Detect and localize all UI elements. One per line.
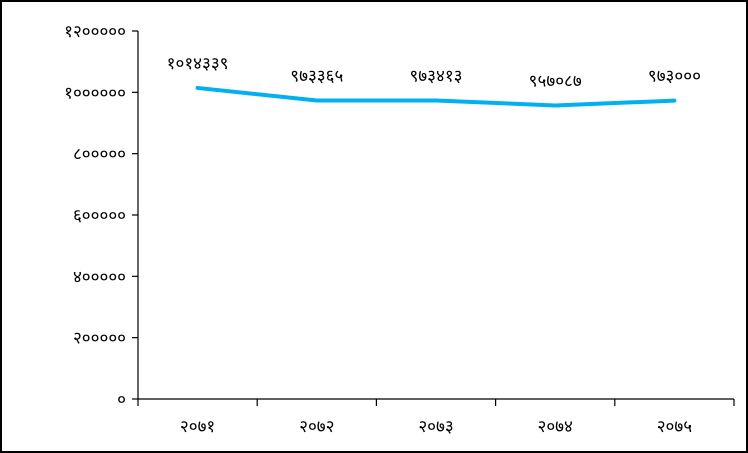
data-label: ९७३३६५ [290,67,343,87]
data-label: ९७३४१३ [409,66,462,86]
data-labels: १०१४३३९ ९७३३६५ ९७३४१३ ९५७०८७ ९७३००० [167,54,701,92]
x-tick-label: २०७३ [418,417,453,437]
y-axis-ticks: ० २००००० ४००००० ६००००० ८००००० १०००००० १२००००० [64,22,138,410]
series-line [195,85,677,108]
x-tick-label: २०७४ [538,417,573,437]
x-tick-label: २०७५ [657,417,692,437]
data-label: १०१४३३९ [167,54,229,74]
y-tick-label: ६००००० [73,206,126,226]
y-tick-label: ४००००० [73,267,126,287]
y-tick-label: ० [117,390,126,410]
data-label: ९५७०८७ [529,71,582,91]
data-label: ९७३००० [648,67,701,87]
y-tick-label: ८००००० [73,145,126,165]
y-tick-label: १२००००० [64,22,126,42]
series-layer [195,85,677,108]
x-axis-ticks: २०७१ २०७२ २०७३ २०७४ २०७५ [137,399,735,437]
x-tick-label: २०७२ [299,417,334,437]
y-tick-label: २००००० [73,329,126,349]
y-tick-label: १०००००० [64,83,126,103]
x-tick-label: २०७१ [180,417,215,437]
